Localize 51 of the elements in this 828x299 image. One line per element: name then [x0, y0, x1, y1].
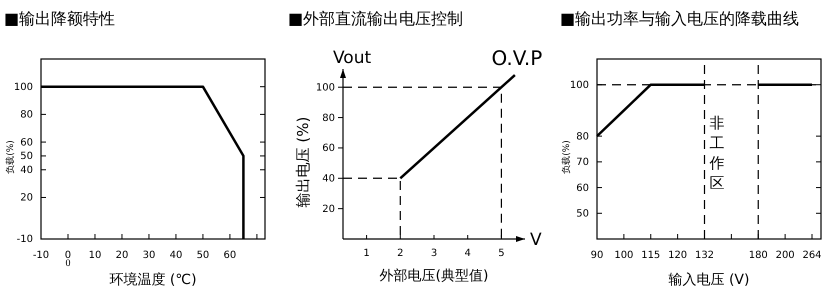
y-tick-label: 40	[20, 164, 33, 176]
x-tick-label: -10	[32, 250, 50, 262]
y-axis-title: 负载(%)	[5, 140, 16, 174]
x-tick-label: 10	[88, 250, 102, 262]
x-tick-label: 40	[170, 250, 182, 262]
chart-title: ■外部直流输出电压控制	[288, 9, 464, 28]
y-tick-label: 100	[570, 80, 589, 91]
x-tick-label: 20	[116, 250, 128, 262]
y-tick-label: 60	[20, 137, 33, 148]
y-tick-label: 100	[14, 82, 33, 93]
x-tick-label: 1	[363, 248, 370, 260]
y-tick-label: 60	[322, 143, 335, 154]
x-tick-label: 100	[614, 250, 634, 262]
x-axis-title: 环境温度 (℃)	[109, 272, 197, 288]
x-tick-label: 3	[430, 248, 438, 260]
y-tick-label: 20	[20, 192, 33, 204]
y-tick-label: 40	[322, 173, 335, 184]
y-tick-label: 100	[316, 82, 335, 94]
annotation: O.V.P	[491, 46, 542, 70]
x-tick-label: 5	[498, 248, 505, 260]
y-tick-label: 20	[322, 204, 335, 215]
x-tick-label: 50	[196, 250, 210, 262]
x-tick-label: 132	[694, 250, 714, 262]
x-tick-label: 115	[641, 250, 660, 262]
y-tick-label: 60	[576, 182, 589, 194]
x-tick-label: 30	[142, 250, 156, 262]
x-tick-label: 2	[397, 248, 404, 260]
x-tick-label: 180	[748, 250, 768, 262]
chart-title: ■输出降额特性	[4, 9, 116, 28]
y-tick-label: 80	[576, 131, 589, 142]
y-tick-label: 80	[20, 110, 33, 121]
chart-title: ■输出功率与输入电压的降载曲线	[560, 9, 800, 28]
y-tick-label: 50	[20, 151, 33, 162]
x-axis-title: 输入电压 (V)	[668, 272, 750, 288]
x-tick-label: 264	[802, 250, 822, 262]
text: 0	[65, 258, 70, 269]
x-tick-label: 120	[668, 250, 688, 262]
text: V	[530, 230, 542, 250]
y-tick-label: 80	[322, 112, 335, 124]
y-axis-title: 负载(%)	[561, 140, 572, 174]
y-tick-label: 50	[576, 208, 589, 220]
x-tick-label: 4	[464, 248, 471, 260]
annotation: 非工作区	[708, 114, 724, 192]
y-axis-title: 输出电压 (%)	[294, 116, 312, 208]
text: Vout	[333, 48, 372, 68]
x-tick-label: 90	[590, 250, 604, 262]
y-tick-label: 70	[576, 157, 589, 168]
x-axis-title: 外部电压(典型值)	[380, 268, 488, 284]
x-tick-label: 200	[776, 250, 795, 262]
y-tick-label: -10	[16, 234, 33, 246]
x-tick-label: 60	[224, 250, 236, 262]
